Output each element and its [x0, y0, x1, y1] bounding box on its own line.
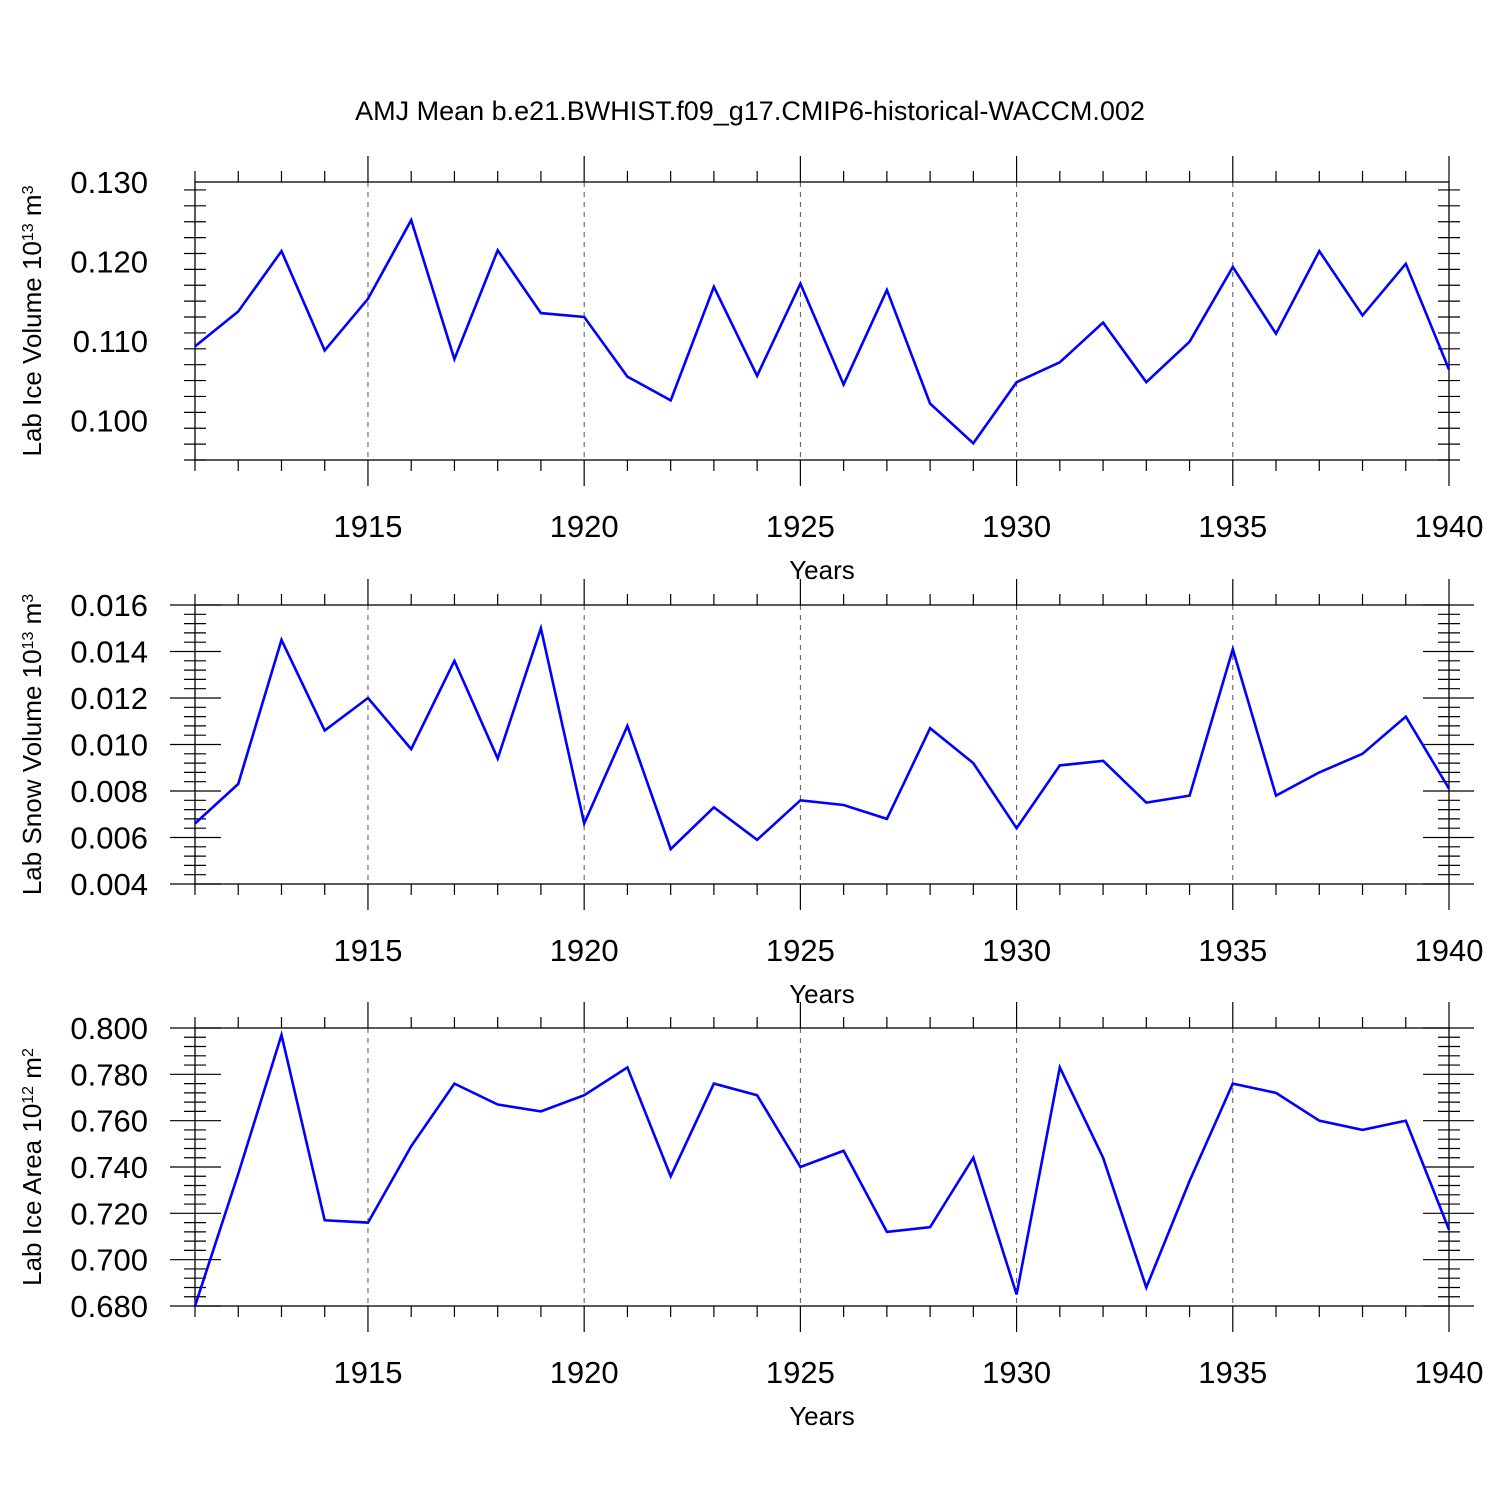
y-axis-title: Lab Snow Volume 1013 m3 — [17, 594, 47, 895]
chart-panel-3: 0.680 0.700 0.720 0.740 0.760 0.780 0.800 1915 1… — [17, 1002, 1483, 1431]
y-tick-label: 0.720 — [70, 1196, 148, 1231]
y-tick-label: 0.130 — [70, 165, 148, 200]
data-series-line — [194, 623, 1451, 852]
x-tick-label: 1930 — [982, 509, 1051, 544]
y-tick-label: 0.100 — [70, 403, 148, 438]
x-axis-title: Years — [789, 555, 855, 585]
x-tick-label: 1920 — [550, 933, 619, 968]
x-tick-label: 1940 — [1415, 1355, 1484, 1390]
chart-panel-1: 0.100 0.110 0.120 0.130 1915 1920 1925 1930 1935… — [17, 156, 1483, 585]
y-tick-label: 0.680 — [70, 1289, 148, 1324]
x-tick-label: 1935 — [1198, 933, 1267, 968]
y-tick-label: 0.012 — [70, 681, 148, 716]
x-tick-label: 1920 — [550, 509, 619, 544]
y-tick-label: 0.004 — [70, 867, 148, 902]
x-axis-title: Years — [789, 979, 855, 1009]
x-tick-label: 1930 — [982, 933, 1051, 968]
y-tick-label: 0.780 — [70, 1057, 148, 1092]
chart-title: AMJ Mean b.e21.BWHIST.f09_g17.CMIP6-hist… — [355, 96, 1145, 126]
y-tick-label: 0.014 — [70, 635, 148, 670]
x-tick-label: 1925 — [766, 509, 835, 544]
y-tick-label: 0.700 — [70, 1243, 148, 1278]
y-tick-label: 0.006 — [70, 821, 148, 856]
plot-frame — [194, 1027, 1450, 1307]
x-tick-label: 1915 — [333, 1355, 402, 1390]
x-tick-label: 1915 — [333, 509, 402, 544]
y-axis-title: Lab Ice Volume 1013 m3 — [17, 185, 47, 456]
x-tick-label: 1935 — [1198, 1355, 1267, 1390]
data-series-line — [193, 1030, 1451, 1307]
x-tick-label: 1935 — [1198, 509, 1267, 544]
x-tick-label: 1925 — [766, 933, 835, 968]
x-tick-label: 1920 — [550, 1355, 619, 1390]
y-tick-label: 0.016 — [70, 588, 148, 623]
y-tick-label: 0.760 — [70, 1104, 148, 1139]
y-axis-title: Lab Ice Area 1012 m2 — [17, 1048, 47, 1286]
x-tick-label: 1940 — [1415, 933, 1484, 968]
y-tick-label: 0.740 — [70, 1150, 148, 1185]
x-tick-label: 1930 — [982, 1355, 1051, 1390]
y-tick-label: 0.800 — [70, 1011, 148, 1046]
y-tick-label: 0.008 — [70, 774, 148, 809]
y-tick-label: 0.110 — [73, 324, 148, 359]
x-tick-label: 1925 — [766, 1355, 835, 1390]
x-tick-label: 1940 — [1415, 509, 1484, 544]
x-axis-title: Years — [789, 1401, 855, 1431]
plot-frame — [194, 181, 1450, 461]
x-tick-label: 1915 — [333, 933, 402, 968]
chart-panel-2: 0.004 0.006 0.008 0.010 0.012 0.014 0.016 1915 1… — [17, 579, 1483, 1009]
y-tick-label: 0.120 — [70, 244, 148, 279]
data-series-line — [194, 216, 1451, 446]
y-tick-label: 0.010 — [70, 728, 148, 763]
